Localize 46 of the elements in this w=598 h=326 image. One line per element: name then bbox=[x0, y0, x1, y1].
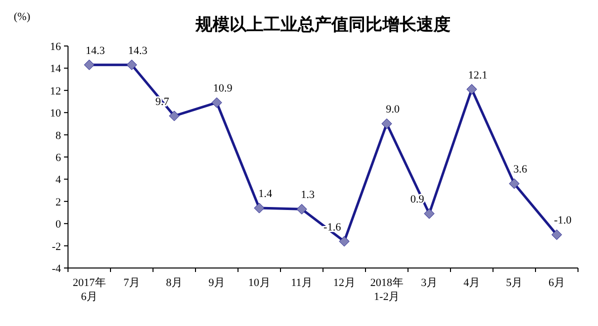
y-tick-label: 6 bbox=[56, 152, 62, 164]
point bbox=[509, 178, 520, 189]
y-tick-label: 12 bbox=[50, 85, 61, 98]
y-axis-title: (%) bbox=[14, 11, 31, 23]
x-tick-label: 2018年 1-2月 bbox=[370, 277, 404, 303]
x-tick-label: 5月 bbox=[506, 277, 522, 289]
data-label: 3.6 bbox=[513, 164, 528, 176]
data-label: 12.1 bbox=[468, 69, 488, 82]
x-tick-label: 3月 bbox=[421, 277, 438, 289]
point bbox=[169, 110, 180, 122]
data-label: 14.3 bbox=[86, 44, 106, 57]
y-tick-label: 4 bbox=[56, 174, 62, 186]
y-tick-label: 16 bbox=[50, 41, 62, 53]
x-tick-label: 2017年 6月 bbox=[72, 277, 106, 303]
y-tick-label: 14 bbox=[50, 63, 62, 76]
x-tick-label: 7月 bbox=[124, 277, 140, 289]
x-tick-label: 12月 bbox=[333, 277, 356, 289]
point bbox=[382, 118, 392, 129]
data-label: -1.0 bbox=[554, 214, 572, 227]
y-tick-label: 10 bbox=[50, 108, 62, 120]
data-label: 14.3 bbox=[128, 44, 148, 57]
y-tick-label: -4 bbox=[52, 263, 62, 275]
point bbox=[424, 208, 434, 219]
chart-title: 规模以上工业总产值同比增长速度 bbox=[194, 15, 450, 34]
y-tick-label: 8 bbox=[56, 130, 62, 142]
point bbox=[84, 60, 94, 70]
data-label: 1.4 bbox=[258, 188, 273, 200]
x-tick-label: 8月 bbox=[166, 277, 182, 289]
x-tick-label: 4月 bbox=[464, 277, 480, 289]
point bbox=[254, 202, 264, 214]
data-label: 9.0 bbox=[386, 104, 400, 116]
point bbox=[552, 229, 562, 240]
point bbox=[296, 204, 307, 214]
point bbox=[466, 84, 477, 95]
x-tick-label: 10月 bbox=[248, 277, 270, 289]
data-label: 1.3 bbox=[300, 189, 316, 202]
point bbox=[126, 60, 137, 70]
y-tick-label: -2 bbox=[52, 240, 61, 253]
point bbox=[339, 236, 350, 247]
x-tick-label: 6月 bbox=[548, 277, 565, 289]
x-tick-label: 11月 bbox=[290, 277, 313, 289]
x-tick-label: 9月 bbox=[208, 277, 225, 289]
point bbox=[212, 97, 222, 108]
y-tick-label: 2 bbox=[56, 196, 61, 208]
y-tick-label: 0 bbox=[56, 218, 62, 231]
data-label: 10.9 bbox=[213, 82, 233, 95]
